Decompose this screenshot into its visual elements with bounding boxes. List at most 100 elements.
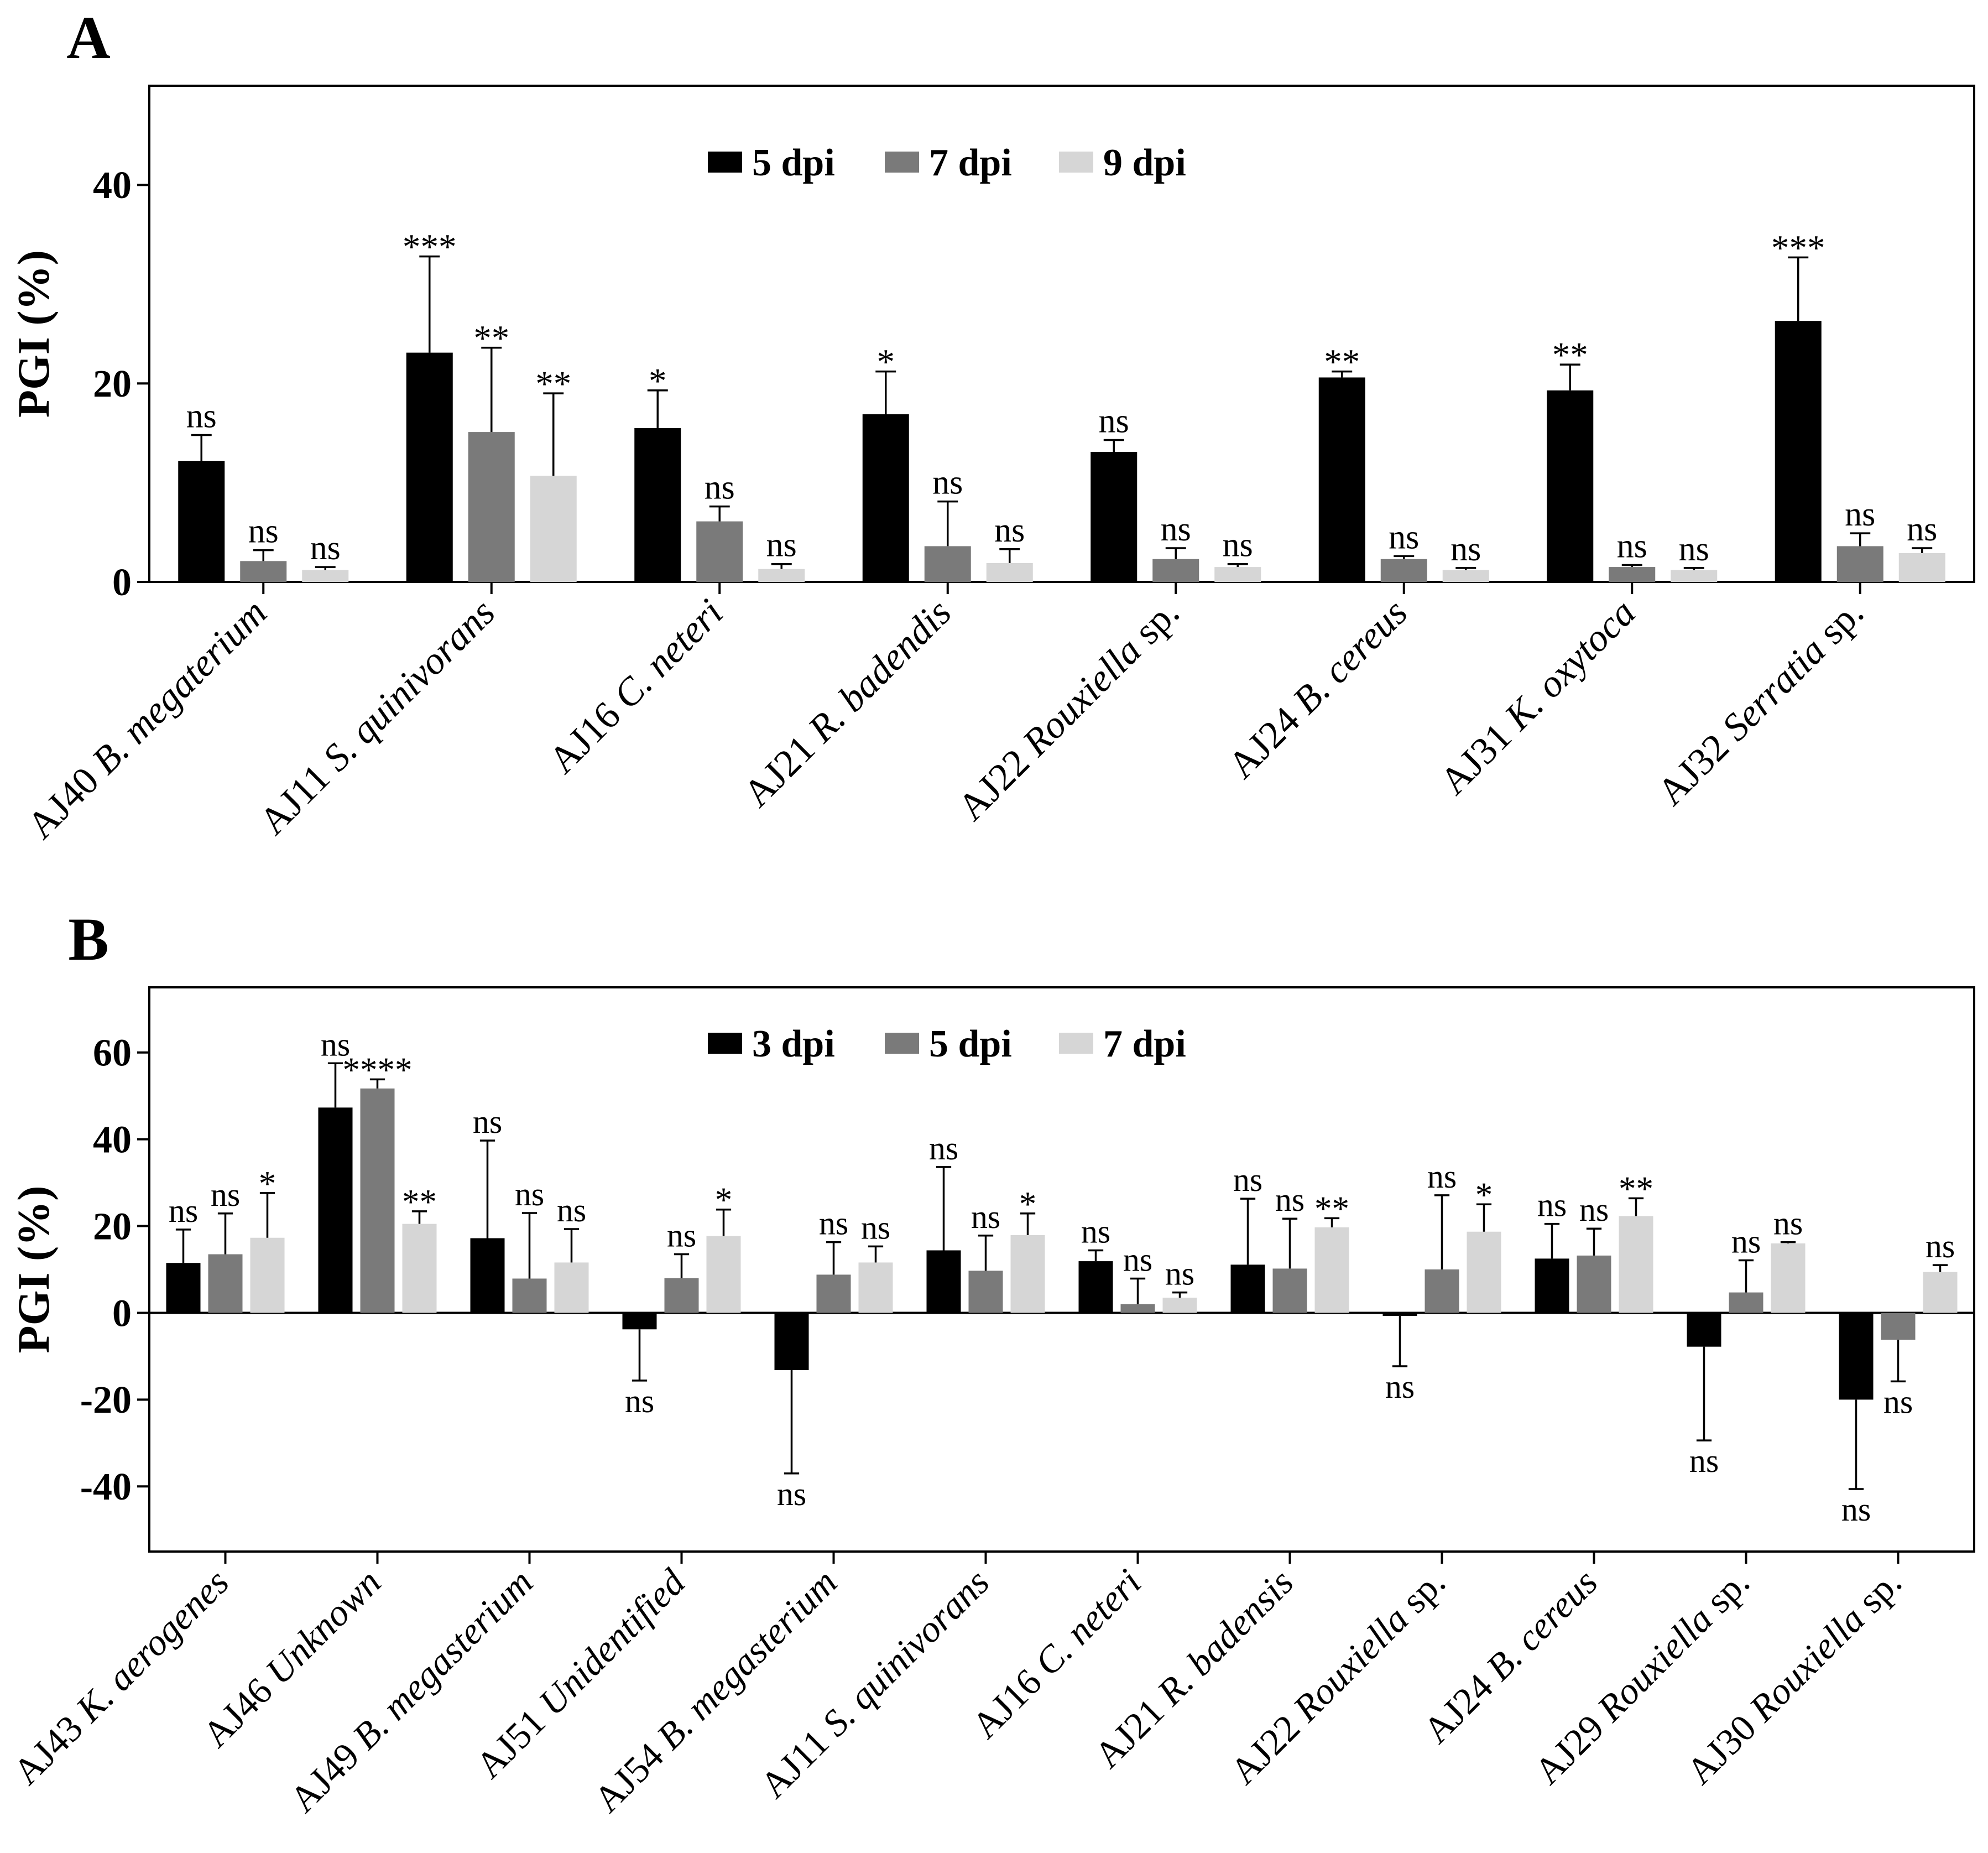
legend-label: 7 dpi xyxy=(929,142,1012,184)
bar xyxy=(1010,1235,1045,1313)
bar xyxy=(706,1236,741,1313)
significance-label: ns xyxy=(1427,1158,1457,1195)
bar xyxy=(1152,559,1199,582)
significance-label: ns xyxy=(667,1217,696,1254)
bar xyxy=(1577,1255,1611,1313)
bar xyxy=(1272,1268,1307,1313)
bar xyxy=(240,561,287,582)
significance-label: *** xyxy=(403,227,457,267)
significance-label: ns xyxy=(1689,1443,1719,1479)
y-tick-label: 0 xyxy=(112,1292,132,1335)
bar xyxy=(1382,1313,1417,1316)
significance-label: ns xyxy=(1841,1491,1871,1528)
panel-letter: A xyxy=(66,4,110,71)
significance-label: ** xyxy=(402,1183,437,1221)
y-axis-label: PGI (%) xyxy=(8,250,59,418)
significance-label: ** xyxy=(1619,1169,1653,1208)
bar xyxy=(406,352,453,582)
significance-label: ns xyxy=(1165,1256,1194,1292)
y-tick-label: -20 xyxy=(80,1379,132,1422)
bar xyxy=(664,1278,699,1313)
significance-label: ns xyxy=(321,1026,350,1063)
y-tick-label: -40 xyxy=(80,1466,132,1508)
legend-label: 7 dpi xyxy=(1103,1023,1186,1065)
bar xyxy=(862,414,909,582)
bar xyxy=(1775,321,1822,582)
significance-label: ns xyxy=(625,1383,654,1419)
y-tick-label: 40 xyxy=(93,1118,132,1161)
bar xyxy=(1318,377,1365,582)
bar xyxy=(166,1263,201,1313)
significance-label: ** xyxy=(473,319,509,358)
y-tick-label: 60 xyxy=(93,1032,132,1074)
plot-frame xyxy=(148,986,1975,1553)
bar xyxy=(816,1274,851,1313)
significance-label: ns xyxy=(557,1192,586,1229)
significance-label: ns xyxy=(932,464,963,502)
significance-label: ns xyxy=(1275,1181,1305,1218)
bar xyxy=(468,432,515,582)
bar xyxy=(178,461,225,582)
bar xyxy=(360,1088,395,1313)
significance-label: ns xyxy=(861,1209,890,1246)
bar xyxy=(530,476,577,582)
significance-label: ns xyxy=(994,512,1025,549)
legend-label: 9 dpi xyxy=(1103,142,1186,184)
significance-label: ns xyxy=(705,469,735,507)
bar xyxy=(318,1107,353,1313)
significance-label: ns xyxy=(1450,530,1481,568)
bar xyxy=(634,428,681,582)
significance-label: ns xyxy=(1617,528,1647,565)
bar xyxy=(1162,1298,1197,1313)
significance-label: ** xyxy=(535,364,571,404)
bar xyxy=(1836,546,1883,582)
legend-label: 5 dpi xyxy=(752,142,835,184)
legend-label: 3 dpi xyxy=(752,1023,835,1065)
significance-label: ns xyxy=(211,1177,240,1213)
significance-label: ns xyxy=(1679,530,1709,568)
significance-label: * xyxy=(1475,1175,1493,1214)
bar xyxy=(302,570,349,582)
significance-label: ns xyxy=(1081,1213,1110,1250)
bar xyxy=(1380,559,1427,582)
significance-label: ** xyxy=(1552,335,1588,375)
significance-label: ns xyxy=(1123,1241,1152,1278)
bar xyxy=(1771,1243,1806,1313)
significance-label: ns xyxy=(1385,1368,1415,1405)
bar xyxy=(1214,567,1261,582)
bar xyxy=(1535,1258,1569,1313)
significance-label: ns xyxy=(777,1476,806,1512)
y-tick-label: 0 xyxy=(112,561,132,604)
significance-label: ns xyxy=(819,1205,848,1242)
significance-label: * xyxy=(876,342,895,382)
bar xyxy=(696,521,743,582)
significance-label: ns xyxy=(186,397,217,435)
bar xyxy=(1120,1304,1155,1313)
significance-label: *** xyxy=(1771,228,1825,268)
legend-swatch xyxy=(708,152,742,173)
bar xyxy=(858,1262,893,1313)
legend-swatch xyxy=(708,1033,742,1054)
significance-label: * xyxy=(649,361,667,401)
y-tick-label: 20 xyxy=(93,363,132,405)
bar xyxy=(512,1278,547,1313)
significance-label: * xyxy=(259,1164,276,1203)
significance-label: ** xyxy=(1324,342,1360,382)
legend-swatch xyxy=(885,152,919,173)
significance-label: ns xyxy=(1161,511,1191,548)
significance-label: ns xyxy=(1537,1187,1567,1224)
significance-label: ns xyxy=(1883,1383,1913,1420)
legend-label: 5 dpi xyxy=(929,1023,1012,1065)
bar xyxy=(1898,553,1945,582)
significance-label: ns xyxy=(766,527,797,564)
significance-label: ns xyxy=(473,1104,502,1140)
bar xyxy=(926,1250,961,1313)
bar xyxy=(1687,1313,1721,1347)
significance-label: ns xyxy=(310,529,341,567)
bar xyxy=(554,1262,589,1313)
bar xyxy=(924,546,971,582)
significance-label: ns xyxy=(1845,496,1875,533)
significance-label: ns xyxy=(1233,1162,1262,1198)
bar xyxy=(250,1237,285,1313)
